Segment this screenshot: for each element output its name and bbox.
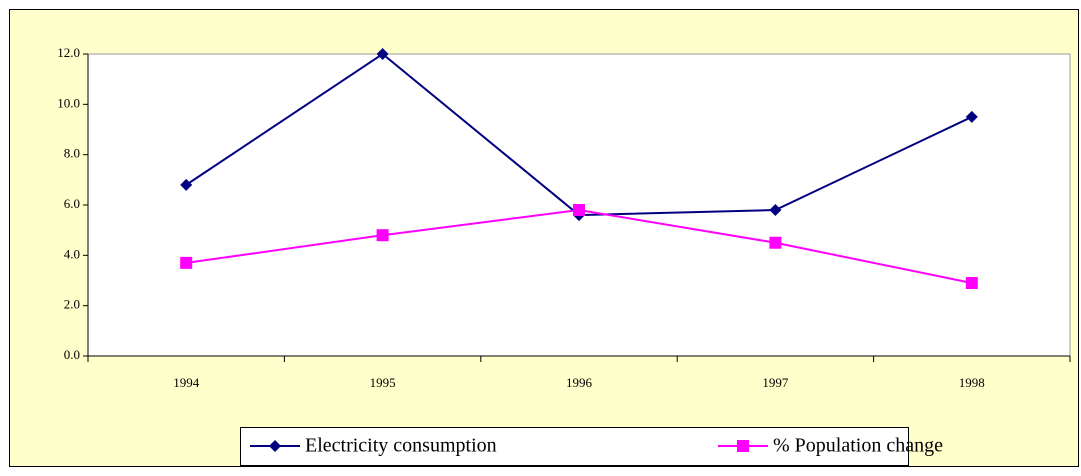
legend-box [240,427,909,466]
data-point [376,229,389,242]
x-tick-label: 1994 [173,375,200,390]
y-tick-label: 10.0 [57,95,80,110]
y-tick-label: 4.0 [64,246,80,261]
legend-label: % Population change [773,435,943,457]
y-tick-label: 8.0 [64,146,80,161]
data-point [180,178,193,191]
data-point [376,48,389,60]
data-point [769,204,782,217]
data-point [965,110,978,123]
data-point [769,236,782,249]
legend: Electricity consumption % Population chan… [240,427,943,466]
data-point [965,277,978,290]
y-tick-label: 2.0 [64,297,80,312]
y-tick-label: 0.0 [64,347,80,362]
data-point [573,204,585,217]
legend-label: Electricity consumption [305,435,497,457]
y-tick-label: 6.0 [64,196,80,211]
data-point [180,256,193,269]
x-tick-label: 1998 [959,375,985,390]
y-tick-label: 12.0 [57,45,80,60]
x-tick-label: 1997 [762,375,789,390]
legend-marker [737,440,749,452]
legend-marker [269,440,281,452]
x-tick-label: 1995 [370,375,396,390]
x-tick-label: 1996 [566,375,593,390]
